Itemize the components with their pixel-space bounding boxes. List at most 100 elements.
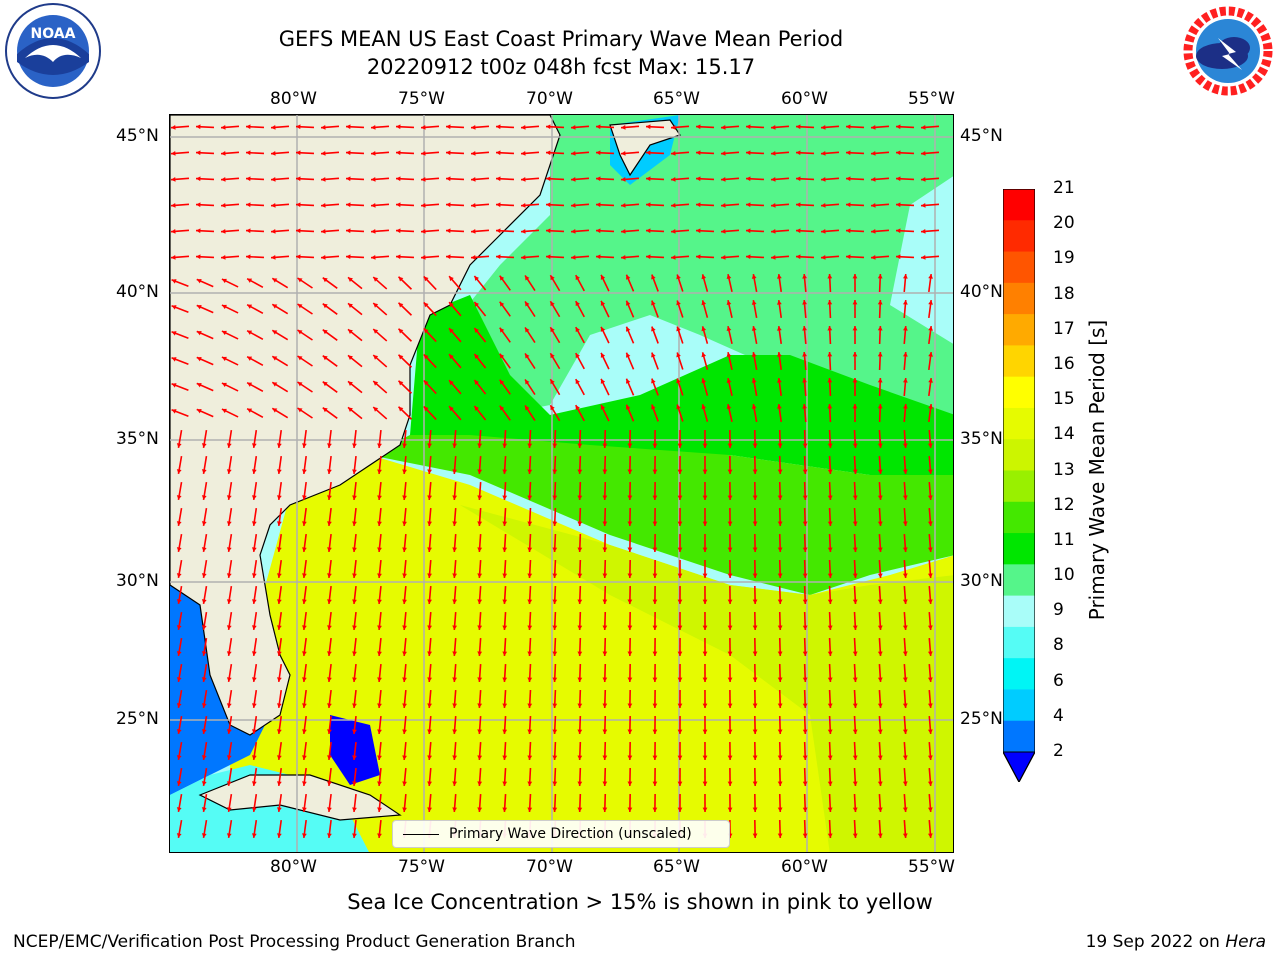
wave-arrow-head bbox=[902, 443, 908, 448]
wave-arrow-head bbox=[276, 495, 282, 500]
wave-arrow-head bbox=[877, 755, 883, 760]
wave-arrow-head bbox=[322, 303, 328, 309]
colorbar-svg bbox=[1002, 188, 1036, 784]
wave-arrow-head bbox=[752, 599, 758, 604]
wave-arrow-head bbox=[321, 176, 326, 182]
wave-arrow-head bbox=[226, 781, 232, 786]
field-14-15 bbox=[230, 455, 953, 852]
noaa-logo: NOAA bbox=[3, 2, 103, 100]
wave-arrow-head bbox=[398, 302, 404, 308]
wave-arrow-head bbox=[302, 547, 307, 552]
wave-arrow-head bbox=[726, 300, 732, 306]
wave-arrow-head bbox=[527, 807, 533, 812]
wave-arrow-head bbox=[602, 781, 608, 786]
wave-arrow-head bbox=[727, 495, 733, 500]
wave-arrow-head bbox=[302, 521, 307, 526]
wave-arrow-head bbox=[852, 573, 858, 578]
wave-arrow-head bbox=[602, 651, 608, 656]
wave-arrow-head bbox=[777, 781, 783, 786]
wave-arrow-head bbox=[827, 469, 833, 474]
wave-arrow-head bbox=[821, 228, 826, 234]
wave-arrow-head bbox=[701, 300, 707, 306]
wave-arrow-head bbox=[877, 443, 883, 448]
wave-arrow-head bbox=[221, 278, 227, 284]
wave-arrow-head bbox=[577, 443, 583, 448]
wave-arrow-head bbox=[247, 382, 253, 387]
wave-arrow-head bbox=[327, 547, 332, 552]
wave-arrow-head bbox=[550, 301, 555, 307]
wave-arrow-head bbox=[322, 329, 328, 335]
lat-tick-left: 30°N bbox=[116, 571, 159, 591]
wave-arrow-head bbox=[777, 495, 783, 500]
wave-arrow-head bbox=[600, 378, 606, 384]
wave-arrow-head bbox=[297, 355, 303, 361]
wave-arrow-head bbox=[571, 202, 576, 208]
wave-arrow-head bbox=[201, 469, 207, 474]
wave-arrow-head bbox=[752, 729, 758, 734]
wave-arrow-head bbox=[652, 755, 658, 760]
wave-arrow-head bbox=[373, 303, 379, 308]
wave-arrow-head bbox=[702, 469, 708, 474]
wave-arrow-head bbox=[746, 150, 751, 156]
wave-arrow-head bbox=[171, 305, 177, 310]
wave-arrow-head bbox=[327, 703, 332, 708]
wave-arrow-head bbox=[928, 404, 933, 409]
wave-arrow-head bbox=[852, 300, 858, 305]
wave-arrow-head bbox=[251, 703, 257, 708]
wave-arrow-head bbox=[702, 703, 708, 708]
wave-arrow-head bbox=[902, 547, 908, 552]
wave-arrow-head bbox=[677, 755, 683, 760]
wave-arrow-head bbox=[727, 573, 733, 578]
lon-tick-bottom: 75°W bbox=[398, 857, 445, 877]
wave-arrow-head bbox=[546, 150, 551, 156]
wave-arrow-head bbox=[751, 274, 757, 279]
colorbar-label: Primary Wave Mean Period [s] bbox=[1085, 319, 1109, 621]
wave-arrow-head bbox=[727, 443, 733, 448]
wave-arrow-head bbox=[577, 703, 583, 708]
colorbar-tick-label: 2 bbox=[1053, 741, 1064, 761]
wave-arrow-head bbox=[322, 355, 328, 361]
wave-arrow-head bbox=[176, 677, 182, 682]
wave-arrow-head bbox=[928, 274, 933, 279]
wave-arrow-head bbox=[752, 677, 758, 682]
wave-arrow-head bbox=[196, 278, 202, 284]
wave-arrow-head bbox=[246, 124, 251, 130]
wave-arrow-head bbox=[796, 228, 801, 234]
wave-arrow-head bbox=[402, 495, 407, 500]
wave-arrow-head bbox=[373, 277, 379, 282]
wave-arrow-head bbox=[802, 651, 808, 656]
wave-arrow-head bbox=[802, 677, 808, 682]
wave-arrow-head bbox=[521, 150, 526, 156]
wave-arrow-head bbox=[751, 404, 757, 409]
wave-arrow-head bbox=[427, 807, 432, 812]
wave-arrow-head bbox=[477, 651, 483, 656]
wave-arrow-head bbox=[727, 807, 733, 812]
wave-arrow-head bbox=[371, 254, 376, 260]
wave-arrow-head bbox=[502, 469, 508, 474]
wave-arrow-head bbox=[625, 404, 631, 410]
wave-arrow-head bbox=[502, 573, 508, 578]
wave-arrow-head bbox=[402, 547, 407, 552]
wave-arrow-head bbox=[902, 495, 908, 500]
wave-arrow-head bbox=[701, 326, 707, 332]
wave-arrow-head bbox=[721, 176, 726, 182]
wave-arrow-head bbox=[627, 443, 633, 448]
wave-arrow-head bbox=[527, 625, 533, 630]
wave-arrow-head bbox=[776, 300, 782, 305]
wave-arrow-head bbox=[201, 573, 207, 578]
wave-arrow-head bbox=[427, 521, 432, 526]
wave-arrow-head bbox=[247, 330, 253, 335]
lat-tick-right: 40°N bbox=[960, 282, 1003, 302]
wave-arrow-head bbox=[251, 755, 257, 760]
wave-arrow-head bbox=[852, 755, 858, 760]
wave-arrow-head bbox=[296, 228, 301, 234]
nws-logo bbox=[1178, 2, 1278, 100]
wave-arrow-head bbox=[525, 405, 530, 411]
wave-arrow-head bbox=[297, 329, 303, 335]
wave-arrow-head bbox=[276, 833, 282, 838]
wave-arrow-head bbox=[176, 781, 182, 786]
wave-arrow-head bbox=[627, 573, 633, 578]
wave-arrow-head bbox=[474, 301, 480, 307]
wave-arrow-head bbox=[373, 381, 379, 386]
wave-arrow-head bbox=[496, 254, 501, 260]
